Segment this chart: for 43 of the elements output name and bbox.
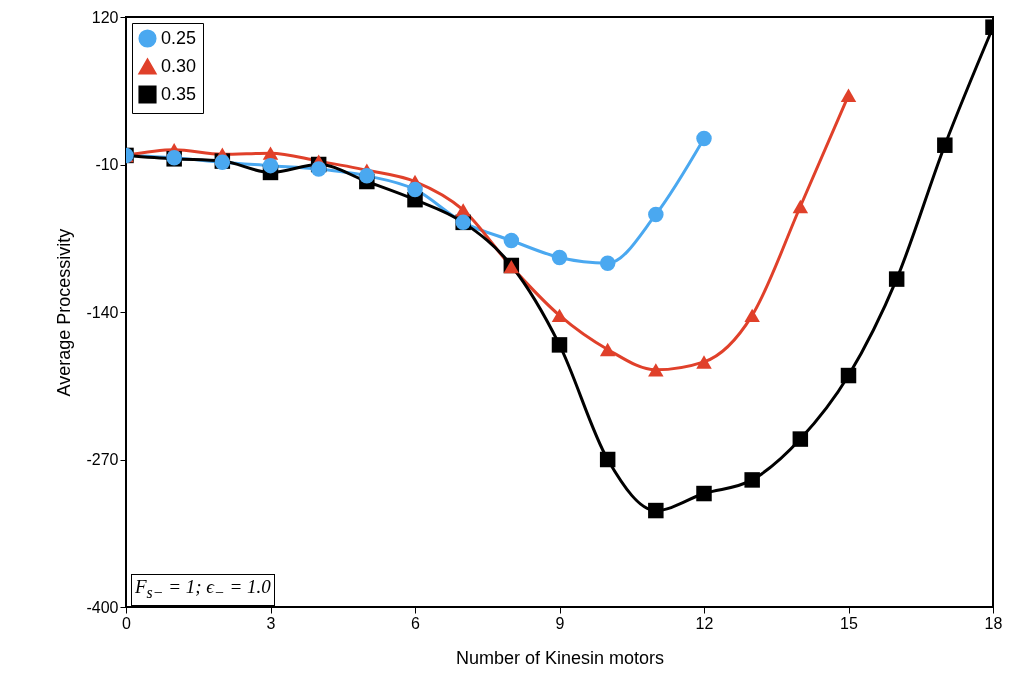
annotation: F$_{s−}$ = 1; ϵ$_{−}$ = 1.0 [131,574,275,606]
point [551,337,568,353]
y-tick-label: -270 [86,451,119,468]
point [840,367,857,384]
point [840,88,857,102]
y-tick-label: -140 [86,303,119,321]
x-tick-label: 12 [695,614,714,632]
y-axis-title: Average Processivity [54,228,75,397]
point [599,342,616,357]
point [648,502,664,519]
point [407,181,423,198]
point [792,431,809,447]
point [937,137,953,153]
legend-label: 0.30 [161,55,197,76]
legend-label: 0.35 [161,83,197,104]
y-tick-label: 120 [91,8,119,26]
x-tick-label: 9 [555,614,565,632]
point [648,363,664,377]
point [262,157,279,174]
point [744,308,760,323]
x-tick-label: 6 [411,614,421,632]
x-axis-title: Number of Kinesin motors [455,647,665,668]
x-tick-label: 18 [984,614,1003,632]
x-tick-label: 0 [122,614,132,632]
point [888,271,905,287]
y-tick-label: -400 [86,598,119,616]
point [696,355,712,369]
point [744,472,760,488]
point [792,199,809,214]
point [503,232,520,249]
point [359,168,375,184]
point [599,255,616,271]
point [551,308,568,323]
point [551,249,568,266]
x-tick-label: 3 [266,614,276,632]
x-tick-label: 15 [840,614,858,632]
y-tick-label: -10 [95,156,119,173]
point [599,451,616,468]
point [648,206,664,223]
legend-label: 0.25 [161,27,197,48]
point [696,485,712,502]
point [696,130,712,147]
point [310,161,327,177]
